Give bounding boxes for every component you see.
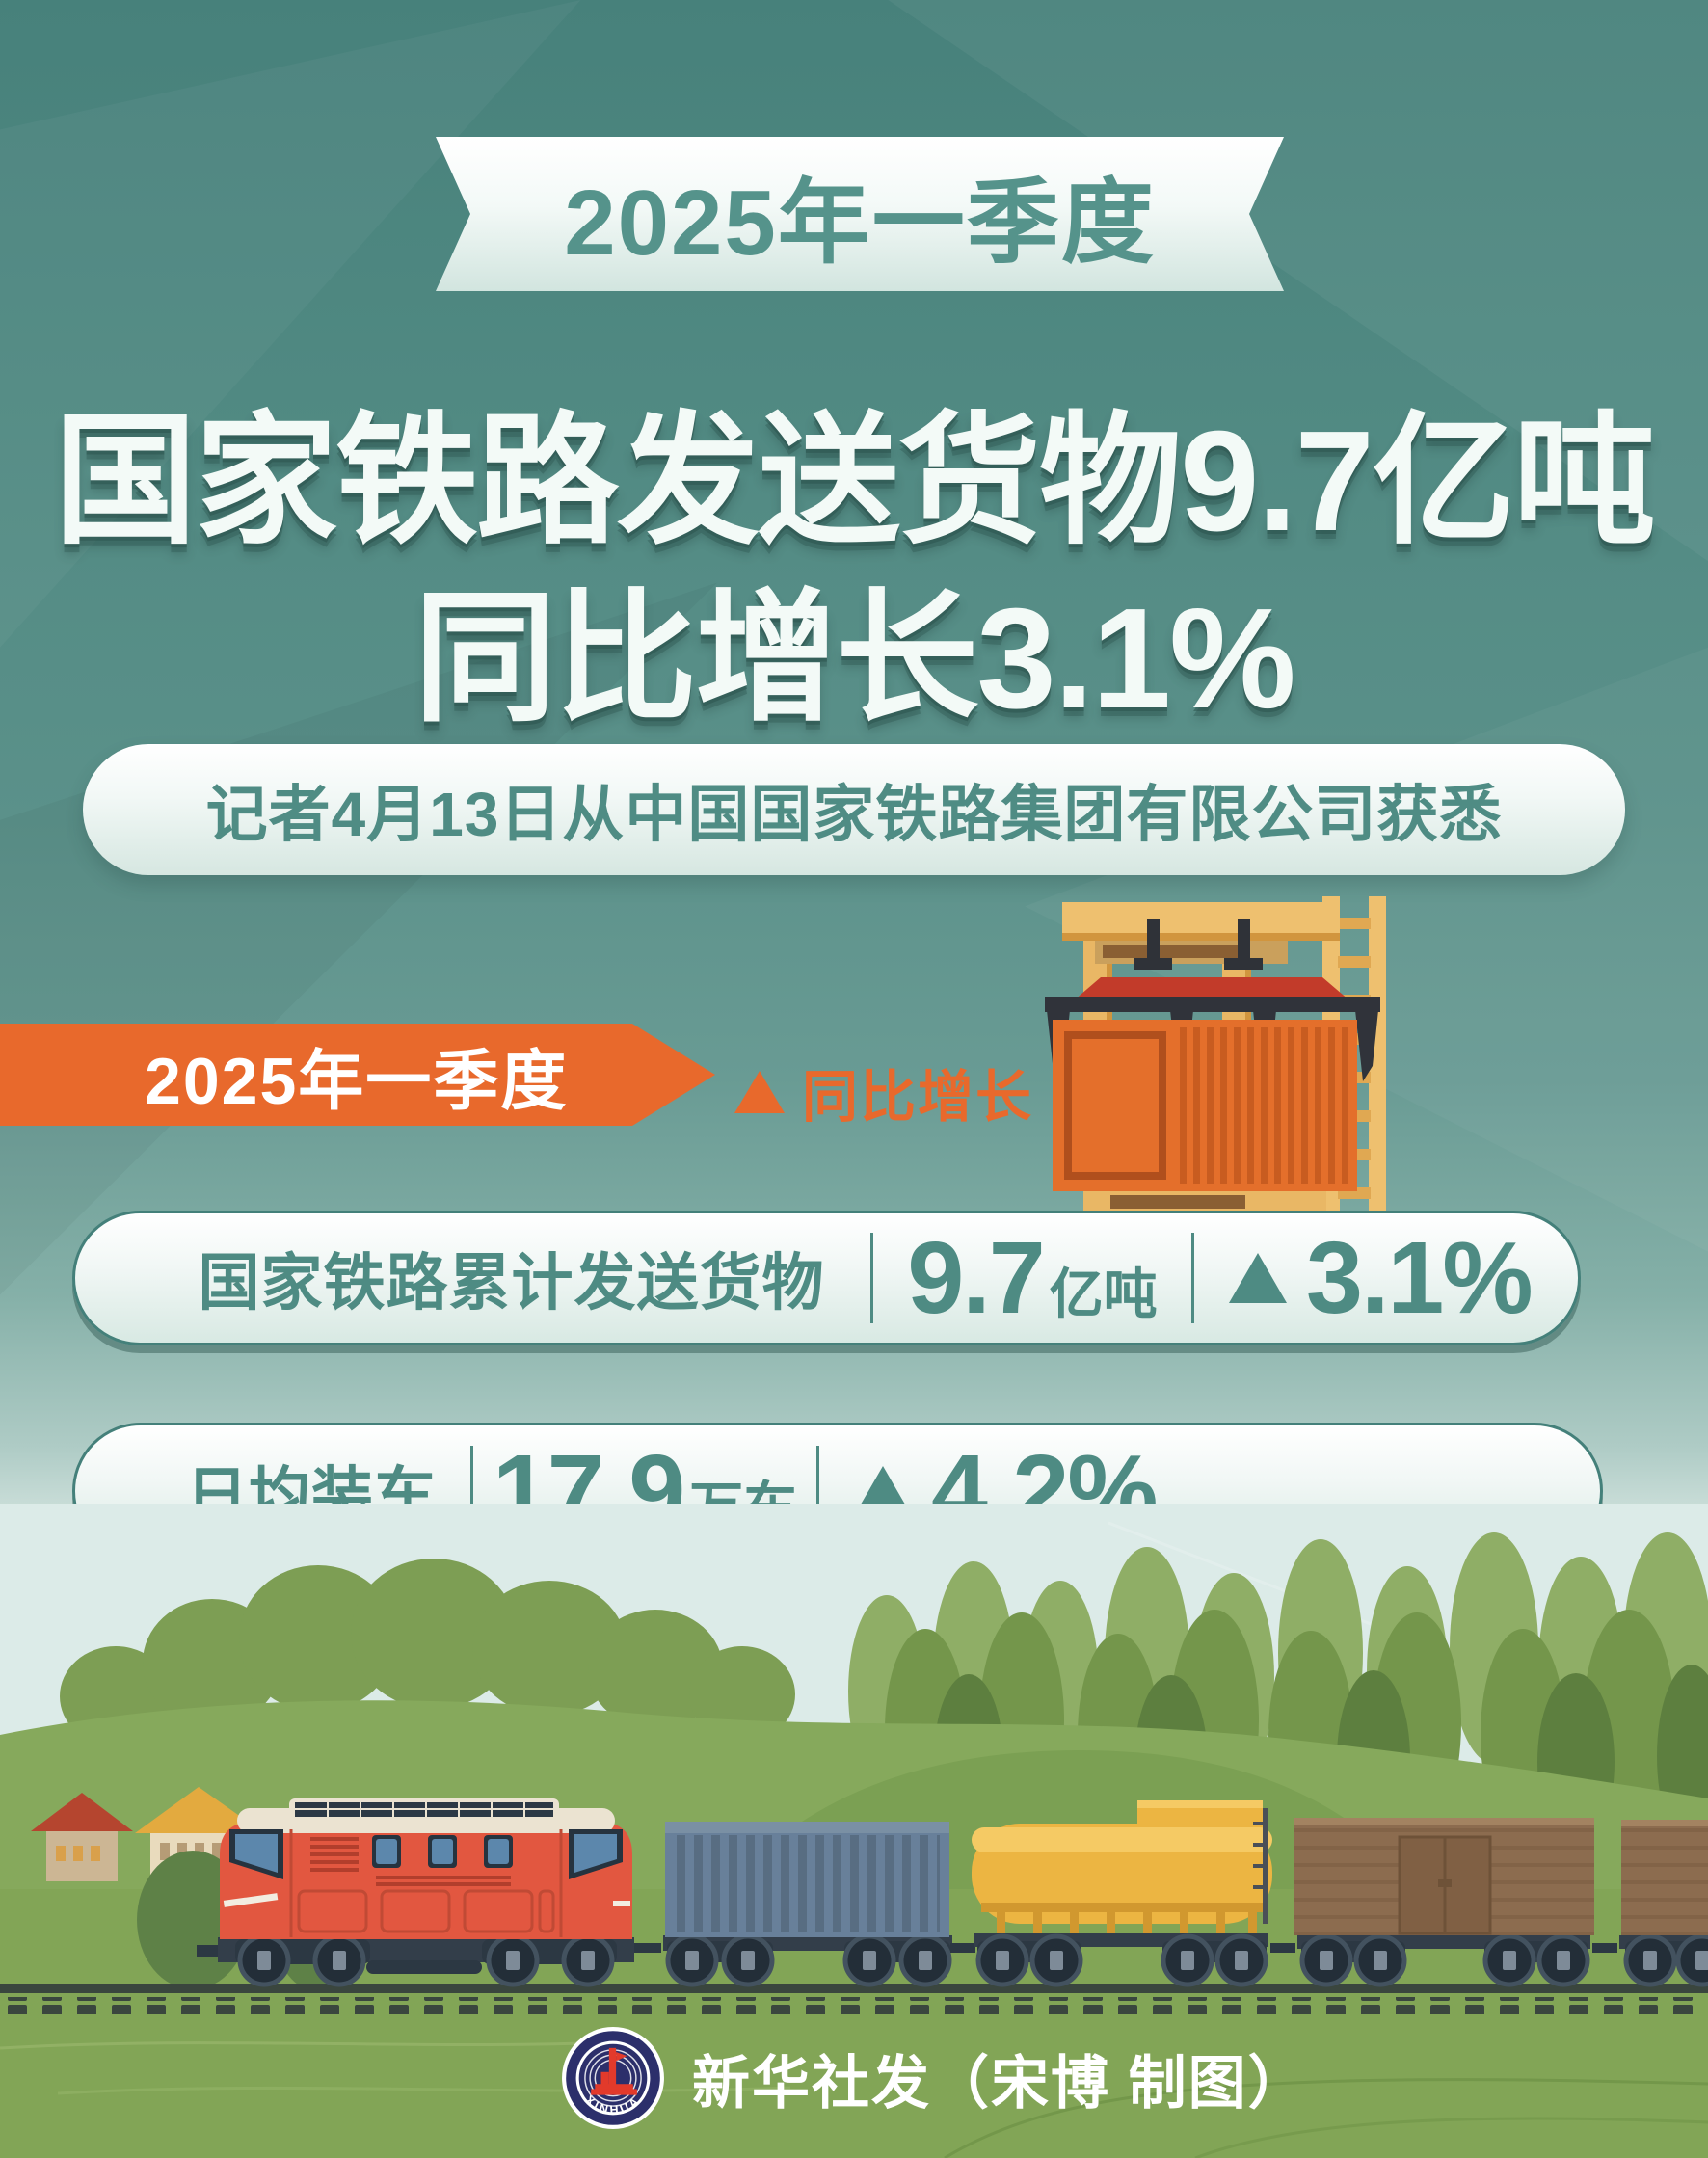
source-note-text: 记者4月13日从中国国家铁路集团有限公司获悉 xyxy=(205,780,1503,849)
vent-grille xyxy=(310,1837,511,1886)
locomotive xyxy=(197,1798,634,1985)
stat-change: 3.1% xyxy=(1229,1220,1534,1337)
container-ribs xyxy=(1180,1027,1348,1184)
divider xyxy=(870,1233,873,1323)
up-triangle-icon xyxy=(734,1071,785,1113)
stat-value-unit: 亿吨 xyxy=(1049,1263,1158,1324)
growth-legend: 同比增长 xyxy=(734,1054,1033,1130)
stat-row-freight: 国家铁路累计发送货物 9.7 亿吨 3.1% xyxy=(72,1211,1581,1345)
grass-contours xyxy=(0,2039,1708,2158)
divider xyxy=(816,1446,819,1536)
cargo-container xyxy=(1053,1020,1357,1191)
divider xyxy=(470,1446,473,1536)
freight-car-boxcar-partial xyxy=(1592,1820,1708,1985)
period-banner-label: 2025年一季度 xyxy=(145,1044,569,1118)
xinhua-logo: XINHUA xyxy=(562,2027,664,2129)
freight-car-boxcar xyxy=(1270,1818,1594,1985)
bushy-tree-cluster xyxy=(60,1559,795,1746)
freight-car-container xyxy=(634,1822,952,1985)
crane-ladder-rail xyxy=(1369,896,1386,1232)
freight-train xyxy=(197,1798,1708,1985)
period-banner: 2025年一季度 xyxy=(0,1024,715,1126)
stat-label: 国家铁路累计发送货物 xyxy=(198,1248,825,1318)
house-red-roof xyxy=(31,1793,133,1881)
footer-credit: XINHUA 新华社发（宋博 制图） xyxy=(561,2026,1308,2130)
railroad-ties xyxy=(0,1997,1708,2014)
top-ribbon-label: 2025年一季度 xyxy=(564,171,1156,275)
stat-change-number: 3.1% xyxy=(1306,1220,1534,1335)
credit-text: 新华社发（宋博 制图） xyxy=(692,2050,1308,2116)
stat-value-number: 9.7 xyxy=(907,1220,1045,1335)
divider xyxy=(1191,1233,1194,1323)
main-title-line2: 同比增长3.1% xyxy=(414,579,1295,738)
freight-car-tanker xyxy=(950,1800,1272,1985)
crane-beam-inner-dark xyxy=(1103,945,1247,958)
crane-hooks xyxy=(1134,919,1263,970)
landscape-illustration xyxy=(0,1504,1708,2158)
main-title-line1: 国家铁路发送货物9.7亿吨 xyxy=(54,402,1656,561)
crane-beam-shade xyxy=(1062,933,1340,941)
legend-label: 同比增长 xyxy=(802,1066,1034,1129)
stat-value: 9.7 亿吨 xyxy=(873,1220,1191,1337)
crane-container-illustration xyxy=(1045,896,1386,1232)
container-panel xyxy=(1064,1031,1166,1180)
source-note-pill: 记者4月13日从中国国家铁路集团有限公司获悉 xyxy=(83,744,1625,875)
up-triangle-icon xyxy=(1229,1253,1287,1303)
top-ribbon: 2025年一季度 xyxy=(436,137,1284,291)
logo-monument xyxy=(591,2047,637,2095)
rail xyxy=(0,1984,1708,1993)
crane-spreader-bar xyxy=(1045,997,1380,1012)
crane-spreader-red xyxy=(1074,977,1349,1000)
crane-bottom-inner xyxy=(1110,1195,1245,1209)
